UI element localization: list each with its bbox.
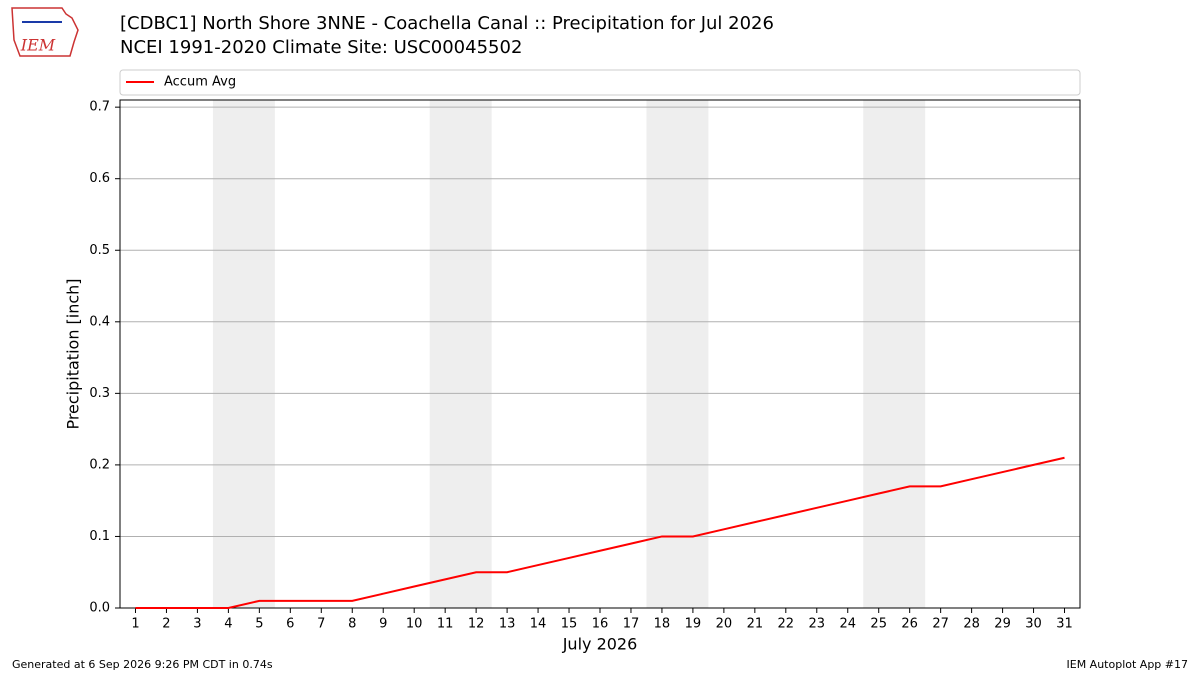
y-tick-label: 0.2 <box>89 457 110 472</box>
x-tick-label: 8 <box>348 617 356 632</box>
logo-outline <box>11 7 79 57</box>
x-tick-label: 14 <box>530 617 547 632</box>
weekend-band <box>212 100 275 608</box>
x-tick-label: 17 <box>623 617 640 632</box>
footer-left: Generated at 6 Sep 2026 9:26 PM CDT in 0… <box>12 658 273 671</box>
logo-text: IEM <box>20 36 56 55</box>
footer-right: IEM Autoplot App #17 <box>1067 658 1189 671</box>
x-tick-label: 19 <box>685 617 702 632</box>
x-tick-label: 23 <box>809 617 826 632</box>
y-tick-label: 0.0 <box>89 601 110 616</box>
y-tick-label: 0.4 <box>89 314 110 329</box>
weekend-band <box>863 100 926 608</box>
y-tick-label: 0.5 <box>89 243 110 258</box>
x-tick-label: 28 <box>963 617 980 632</box>
x-tick-label: 11 <box>437 617 454 632</box>
y-tick-label: 0.3 <box>89 386 110 401</box>
x-tick-label: 30 <box>1025 617 1042 632</box>
x-tick-label: 7 <box>317 617 325 632</box>
x-tick-label: 29 <box>994 617 1011 632</box>
x-tick-label: 3 <box>193 617 201 632</box>
plot-frame <box>119 99 1081 609</box>
x-tick-label: 4 <box>224 617 232 632</box>
x-tick-label: 9 <box>379 617 387 632</box>
y-axis-label: Precipitation [inch] <box>64 278 83 429</box>
x-tick-label: 27 <box>932 617 949 632</box>
x-tick-label: 22 <box>778 617 795 632</box>
legend-label: Accum Avg <box>164 75 236 90</box>
x-tick-label: 5 <box>255 617 263 632</box>
y-tick-label: 0.6 <box>89 171 110 186</box>
x-tick-label: 26 <box>901 617 918 632</box>
x-tick-label: 20 <box>716 617 733 632</box>
chart-subtitle: NCEI 1991-2020 Climate Site: USC00045502 <box>120 37 522 58</box>
y-tick-label: 0.1 <box>89 529 110 544</box>
x-axis-label: July 2026 <box>562 635 638 654</box>
x-tick-label: 24 <box>839 617 856 632</box>
x-tick-label: 13 <box>499 617 516 632</box>
x-tick-label: 10 <box>406 617 423 632</box>
x-tick-label: 15 <box>561 617 578 632</box>
x-tick-label: 18 <box>654 617 671 632</box>
x-tick-label: 12 <box>468 617 485 632</box>
y-tick-label: 0.7 <box>89 100 110 115</box>
chart-title: [CDBC1] North Shore 3NNE - Coachella Can… <box>120 13 774 34</box>
data-line <box>135 456 1065 609</box>
x-tick-label: 31 <box>1056 617 1073 632</box>
x-tick-label: 25 <box>870 617 887 632</box>
weekend-band <box>646 100 709 608</box>
legend-box <box>119 69 1081 96</box>
logo: IEM <box>11 7 79 57</box>
x-tick-label: 1 <box>131 617 139 632</box>
weekend-band <box>429 100 492 608</box>
x-tick-label: 21 <box>747 617 764 632</box>
x-tick-label: 2 <box>162 617 170 632</box>
x-tick-label: 6 <box>286 617 294 632</box>
x-tick-label: 16 <box>592 617 609 632</box>
